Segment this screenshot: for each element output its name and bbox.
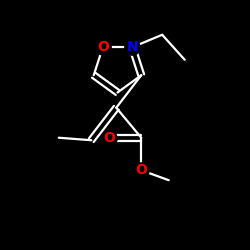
Text: N: N [126,40,138,54]
Text: O: O [135,163,147,177]
Text: O: O [97,40,109,54]
Text: O: O [103,131,115,145]
